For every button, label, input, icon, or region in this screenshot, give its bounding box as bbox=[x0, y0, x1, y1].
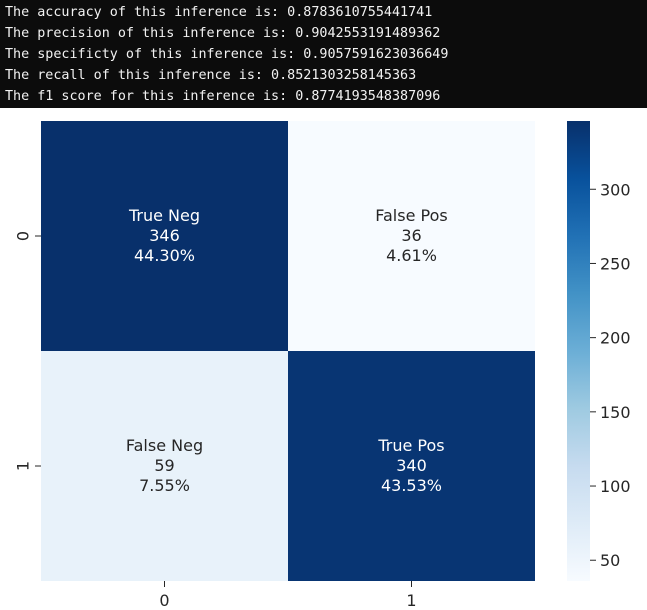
heatmap-cell bbox=[41, 121, 288, 351]
colorbar-tick-label: 200 bbox=[600, 329, 631, 348]
console-line-accuracy: The accuracy of this inference is: 0.878… bbox=[5, 5, 433, 20]
heatmap-cell bbox=[288, 121, 535, 351]
cell-count: 346 bbox=[149, 226, 180, 245]
cell-count: 59 bbox=[154, 456, 174, 475]
console-line-precision: The precision of this inference is: 0.90… bbox=[5, 26, 441, 41]
console-line-specificity: The specificty of this inference is: 0.9… bbox=[5, 47, 449, 62]
console-output: The accuracy of this inference is: 0.878… bbox=[0, 0, 647, 108]
cell-label: False Neg bbox=[126, 436, 203, 455]
cell-count: 340 bbox=[396, 456, 427, 475]
colorbar bbox=[567, 121, 590, 581]
cell-percent: 43.53% bbox=[381, 476, 442, 495]
x-tick-label: 0 bbox=[159, 591, 169, 610]
heatmap-cell bbox=[41, 351, 288, 581]
x-tick-label: 1 bbox=[406, 591, 416, 610]
cell-label: True Pos bbox=[377, 436, 444, 455]
cell-label: False Pos bbox=[375, 206, 447, 225]
cell-count: 36 bbox=[401, 226, 421, 245]
cell-percent: 7.55% bbox=[139, 476, 190, 495]
colorbar-tick-label: 50 bbox=[600, 551, 620, 570]
cell-percent: 4.61% bbox=[386, 246, 437, 265]
confusion-matrix-figure: True Neg 346 44.30% False Pos 36 4.61% False N… bbox=[0, 108, 647, 610]
colorbar-tick-label: 300 bbox=[600, 180, 631, 199]
colorbar-tick-label: 100 bbox=[600, 477, 631, 496]
y-tick-label: 0 bbox=[14, 231, 33, 241]
y-tick-label: 1 bbox=[14, 461, 33, 471]
cell-label: True Neg bbox=[128, 206, 200, 225]
colorbar-tick-label: 250 bbox=[600, 254, 631, 273]
colorbar-tick-label: 150 bbox=[600, 403, 631, 422]
console-line-recall: The recall of this inference is: 0.85213… bbox=[5, 68, 417, 83]
heatmap-cell bbox=[288, 351, 535, 581]
console-line-f1: The f1 score for this inference is: 0.87… bbox=[5, 89, 441, 104]
cell-percent: 44.30% bbox=[134, 246, 195, 265]
